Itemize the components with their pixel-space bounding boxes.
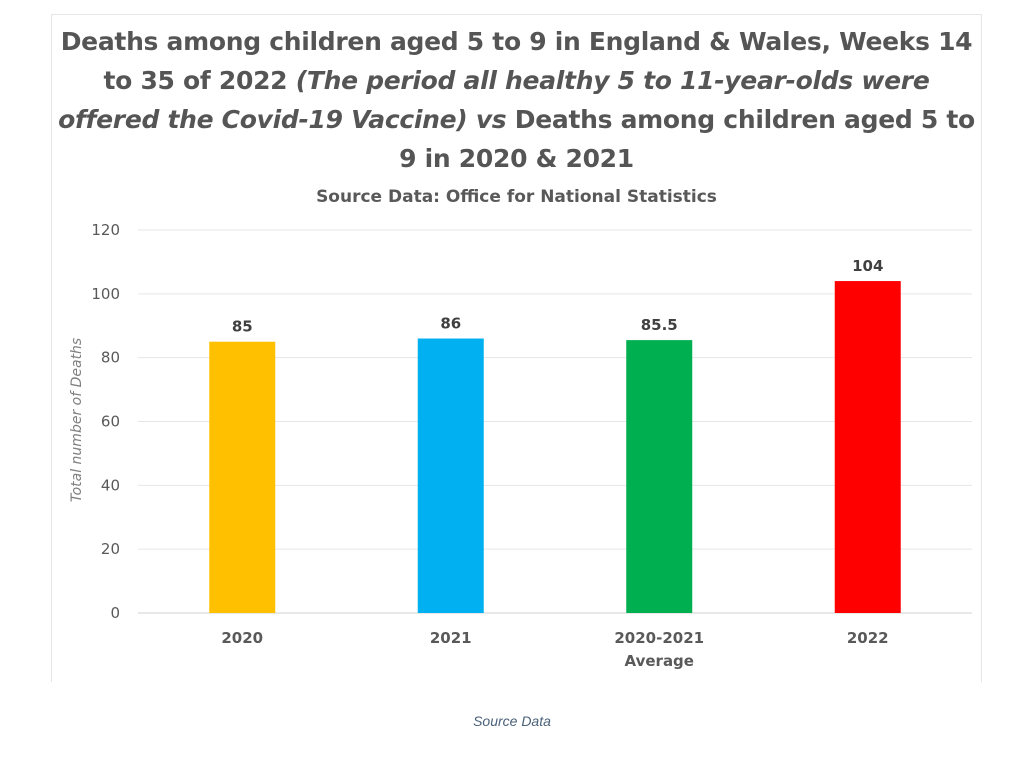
x-category-label: 2022 xyxy=(847,629,889,647)
y-tick-label: 120 xyxy=(91,221,120,239)
source-data-link[interactable]: Source Data xyxy=(473,713,551,729)
y-tick-label: 100 xyxy=(91,285,120,303)
title-segment: vs xyxy=(475,105,507,134)
title-segment: Deaths among children aged 5 to 9 in 202… xyxy=(399,105,975,173)
bar xyxy=(626,340,693,613)
y-tick-label: 80 xyxy=(101,349,120,367)
chart-frame xyxy=(51,14,982,682)
x-category-label: Average xyxy=(625,652,694,670)
bar-value-label: 86 xyxy=(440,315,461,333)
title-segment: Deaths among children aged 5 to 9 in Eng… xyxy=(60,27,973,95)
chart-title: Deaths among children aged 5 to 9 in Eng… xyxy=(51,22,982,178)
y-axis-title: Total number of Deaths xyxy=(69,338,85,502)
y-tick-label: 40 xyxy=(101,476,120,494)
caption[interactable]: Source Data xyxy=(0,713,1024,729)
title-segment: (The period all healthy 5 to 11-year-old… xyxy=(58,66,930,134)
bar xyxy=(834,281,901,613)
x-category-label: 2020-2021 xyxy=(614,629,704,647)
y-tick-label: 60 xyxy=(101,413,120,431)
bar-value-label: 85.5 xyxy=(641,316,678,334)
y-tick-label: 0 xyxy=(110,604,120,622)
x-category-label: 2020 xyxy=(221,629,263,647)
bar-value-label: 85 xyxy=(232,318,253,336)
chart-subtitle: Source Data: Office for National Statist… xyxy=(316,187,717,207)
bar-value-label: 104 xyxy=(852,257,883,275)
bar xyxy=(209,341,276,613)
x-category-label: 2021 xyxy=(430,629,472,647)
y-tick-label: 20 xyxy=(101,540,120,558)
bar xyxy=(417,338,484,613)
